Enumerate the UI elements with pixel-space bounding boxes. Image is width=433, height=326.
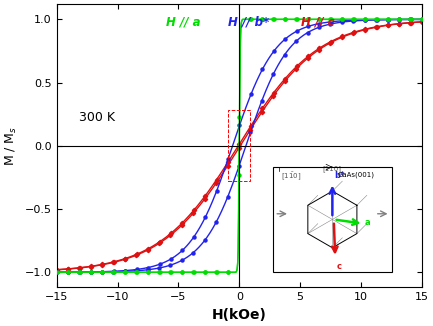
Text: H // c: H // c xyxy=(301,16,335,28)
Bar xyxy=(228,111,250,181)
X-axis label: H(kOe): H(kOe) xyxy=(212,308,267,322)
Text: H // b*: H // b* xyxy=(228,16,269,28)
Y-axis label: M / M$_s$: M / M$_s$ xyxy=(4,126,19,166)
Text: H // a: H // a xyxy=(166,16,201,28)
Text: 300 K: 300 K xyxy=(79,111,115,124)
